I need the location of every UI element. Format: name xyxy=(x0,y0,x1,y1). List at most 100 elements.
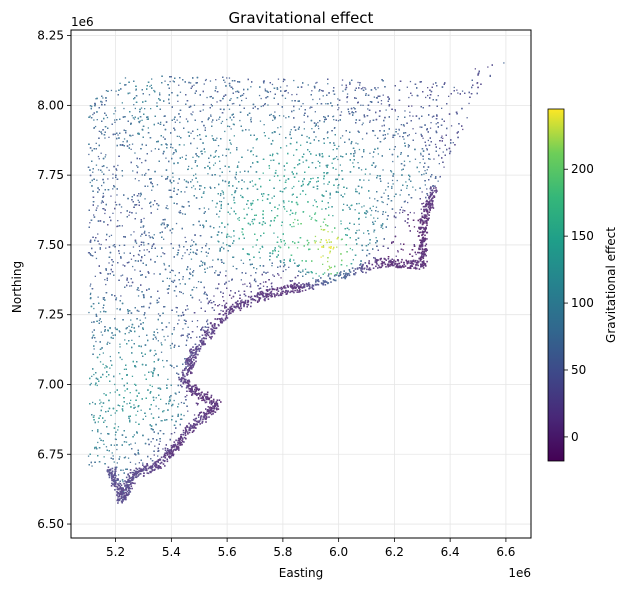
survey-point xyxy=(439,176,441,178)
survey-point xyxy=(211,200,214,202)
survey-point xyxy=(242,262,245,264)
survey-point xyxy=(102,297,104,299)
survey-point xyxy=(327,260,329,263)
survey-point xyxy=(332,115,335,117)
survey-point xyxy=(283,115,285,117)
survey-point xyxy=(131,115,133,117)
survey-point xyxy=(277,127,279,129)
survey-point xyxy=(243,181,245,183)
survey-point xyxy=(151,189,153,191)
survey-point xyxy=(293,109,295,112)
survey-point xyxy=(209,266,211,268)
survey-point xyxy=(171,232,173,234)
survey-point xyxy=(109,342,111,344)
survey-point xyxy=(98,130,100,132)
survey-point xyxy=(104,137,106,139)
survey-point xyxy=(118,244,121,247)
survey-point xyxy=(186,394,188,397)
survey-point xyxy=(175,306,177,309)
survey-point xyxy=(361,124,363,126)
survey-point xyxy=(369,121,371,123)
survey-point xyxy=(395,128,397,130)
survey-point xyxy=(441,135,443,137)
survey-point xyxy=(276,152,278,154)
survey-point xyxy=(414,158,417,160)
survey-point xyxy=(341,84,343,86)
survey-point xyxy=(114,391,116,393)
survey-point xyxy=(192,111,194,113)
survey-point xyxy=(222,242,224,244)
survey-point xyxy=(163,115,165,117)
survey-point xyxy=(370,214,372,216)
survey-point xyxy=(156,208,159,210)
survey-point xyxy=(243,93,245,95)
survey-point xyxy=(385,109,387,111)
survey-point xyxy=(115,90,117,92)
survey-point xyxy=(135,89,137,91)
survey-point xyxy=(270,159,272,162)
survey-point xyxy=(221,190,223,192)
survey-point xyxy=(97,169,100,171)
survey-point xyxy=(201,399,203,402)
survey-point xyxy=(204,151,206,153)
survey-point xyxy=(154,445,156,447)
survey-point xyxy=(278,133,281,135)
survey-point xyxy=(203,191,205,193)
survey-point xyxy=(332,248,334,250)
survey-point xyxy=(148,232,150,234)
survey-point xyxy=(361,138,364,140)
survey-point xyxy=(130,319,132,321)
survey-point xyxy=(333,119,335,121)
survey-point xyxy=(122,141,124,143)
survey-point xyxy=(228,235,230,238)
survey-point xyxy=(233,199,235,201)
survey-point xyxy=(298,108,300,110)
survey-point xyxy=(180,401,183,404)
survey-point xyxy=(291,94,293,96)
survey-point xyxy=(309,215,311,217)
survey-point xyxy=(139,120,141,122)
survey-point xyxy=(219,175,221,177)
survey-point xyxy=(317,125,319,127)
survey-point xyxy=(160,420,162,422)
survey-point xyxy=(179,418,182,420)
survey-point xyxy=(403,125,405,127)
survey-point xyxy=(293,259,295,261)
survey-point xyxy=(138,310,140,312)
survey-point xyxy=(96,179,98,181)
survey-point xyxy=(231,119,233,121)
survey-point xyxy=(398,129,400,131)
survey-point xyxy=(311,106,313,108)
survey-point xyxy=(206,255,208,257)
survey-point xyxy=(407,201,409,204)
survey-point xyxy=(228,280,230,282)
survey-point xyxy=(251,219,254,221)
survey-point xyxy=(315,82,317,84)
survey-point xyxy=(98,243,100,245)
survey-point xyxy=(405,181,407,183)
survey-point xyxy=(100,321,102,323)
survey-point xyxy=(315,123,317,125)
survey-point xyxy=(121,274,124,276)
survey-point xyxy=(132,170,134,172)
survey-point xyxy=(304,268,307,270)
survey-point xyxy=(238,161,240,163)
survey-point xyxy=(147,185,149,187)
survey-point xyxy=(116,308,118,310)
survey-point xyxy=(283,202,285,204)
survey-point xyxy=(435,123,437,125)
survey-point xyxy=(314,111,316,113)
survey-point xyxy=(321,208,323,210)
survey-point xyxy=(128,415,130,418)
survey-point xyxy=(338,107,340,109)
survey-point xyxy=(191,167,193,170)
survey-point xyxy=(183,179,186,181)
survey-point xyxy=(291,226,293,228)
survey-point xyxy=(442,151,444,153)
survey-point xyxy=(218,118,220,120)
survey-point xyxy=(148,235,150,237)
survey-point xyxy=(402,209,404,211)
survey-point xyxy=(242,196,244,199)
survey-point xyxy=(97,205,99,207)
survey-point xyxy=(235,91,237,93)
